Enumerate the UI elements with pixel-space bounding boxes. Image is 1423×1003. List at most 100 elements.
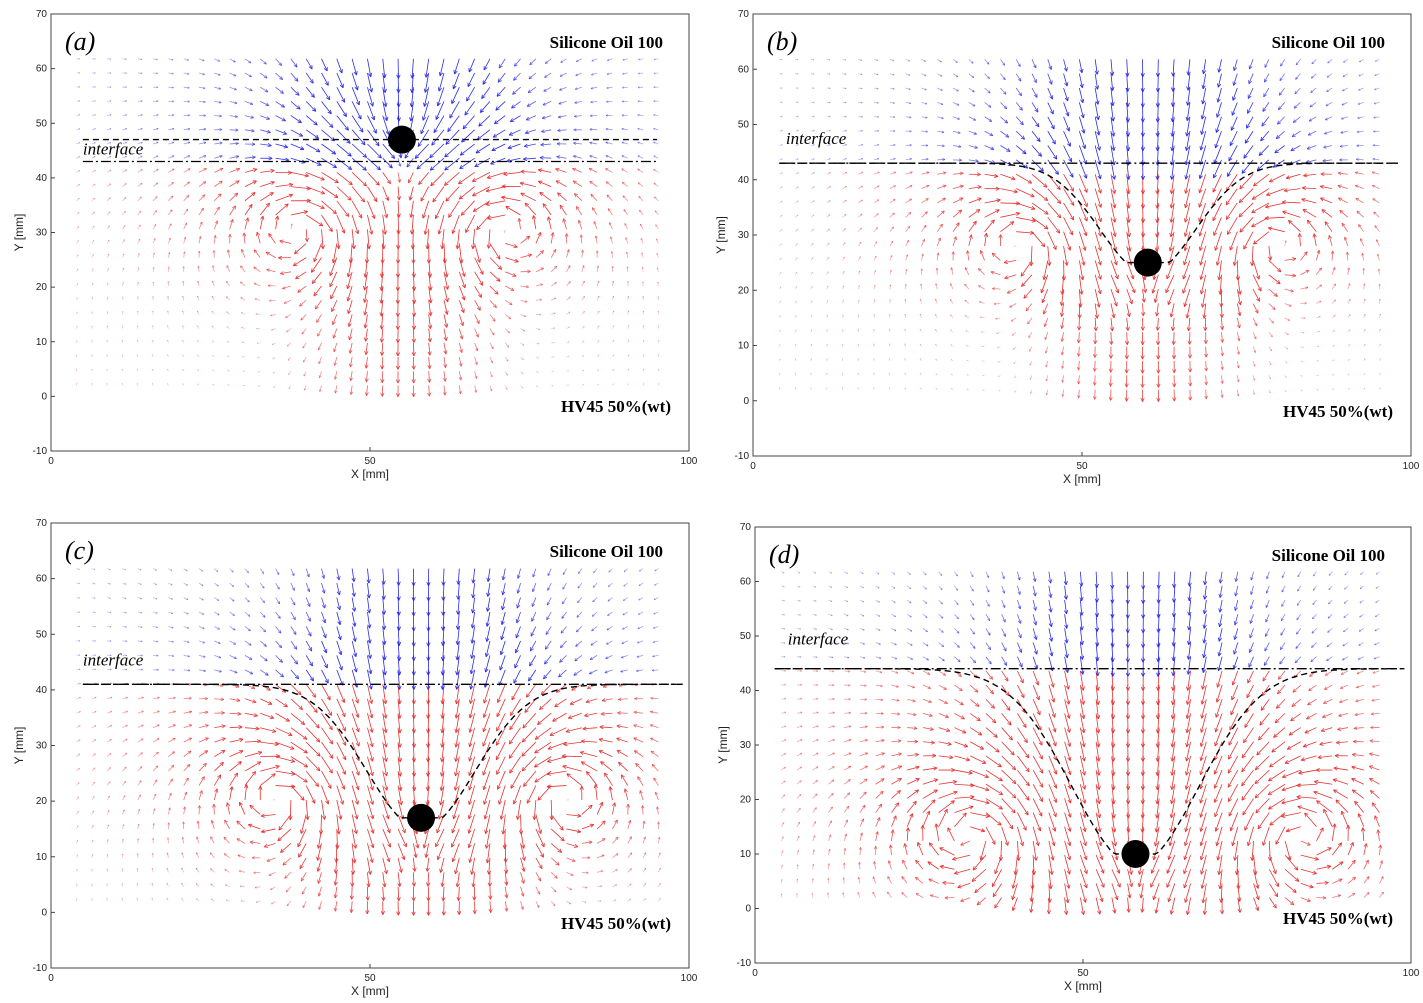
vector-arrowhead [925,116,928,119]
vector-arrow [588,168,598,173]
vector-arrowhead [971,234,973,239]
vector-arrowhead [547,216,549,221]
vector-arrowhead [245,217,249,222]
vector-arrowhead [876,73,879,75]
vector-arrow [505,314,511,320]
vector-arrow [458,243,463,264]
vector-arrow [152,210,157,216]
vector-arrow [317,342,322,351]
vector-arrow [336,186,352,201]
vector-arrowhead [514,62,516,67]
y-tick-label: -10 [33,446,48,457]
vector-arrowhead [123,211,126,213]
vector-arrow [574,115,582,117]
vector-arrowhead [363,286,365,291]
vector-arrow [137,182,143,187]
vector-arrowhead [1005,119,1009,124]
vector-arrowhead [350,363,353,368]
vector-arrowhead [541,250,544,255]
vector-arrowhead [564,233,568,237]
vector-arrow [555,180,567,187]
vector-arrow [240,281,246,287]
vector-arrow [1078,389,1080,399]
vector-arrow [950,267,954,275]
vector-arrowhead [997,346,999,349]
vector-arrowhead [904,372,906,375]
vector-arrow [122,239,125,244]
vector-arrowhead [171,182,174,184]
vector-arrowhead [386,181,391,185]
vector-arrowhead [253,282,256,286]
vector-arrow [196,310,200,315]
vector-arrowhead [364,182,367,187]
vector-arrowhead [941,102,944,105]
vector-arrowhead [1156,397,1159,402]
vector-arrowhead [1114,189,1117,194]
vector-arrow [581,355,585,358]
vector-arrowhead [236,180,240,185]
vector-arrow [303,385,307,391]
vector-arrowhead [1172,383,1175,388]
vector-arrowhead [1140,118,1144,123]
vector-arrowhead [255,232,258,237]
vector-arrowhead [281,76,283,80]
vector-arrowhead [1096,70,1099,75]
vector-arrow [290,101,301,110]
vector-arrowhead [444,168,449,171]
y-tick-label: -10 [735,451,750,462]
vector-arrowhead [1113,132,1116,137]
vector-arrowhead [1140,397,1143,402]
vector-arrowhead [1200,290,1205,295]
vector-arrow [654,210,659,216]
vector-arrow [1236,260,1239,281]
vector-arrow [197,295,200,301]
vector-arrowhead [1020,272,1023,277]
vector-arrowhead [287,172,292,175]
vector-arrowhead [464,272,466,277]
vector-arrowhead [269,300,272,302]
vector-arrow [905,58,910,62]
vector-arrowhead [253,192,256,197]
vector-arrow [152,368,154,372]
vector-arrowhead [955,222,960,225]
vector-arrow [1029,346,1033,352]
vector-arrowhead [1004,121,1008,124]
vector-arrow [520,254,532,259]
vector-arrow [858,185,864,189]
vector-arrow [275,183,293,188]
y-tick-label: 50 [738,120,750,131]
vector-arrowhead [940,74,943,77]
vector-arrowhead [187,114,190,116]
vector-arrowhead [1082,275,1085,281]
vector-arrow [244,168,258,173]
vector-arrowhead [1213,175,1217,179]
vector-arrowhead [368,245,371,250]
vector-arrowhead [606,101,609,103]
vector-arrowhead [1219,303,1222,308]
vector-arrowhead [919,343,922,345]
vector-arrowhead [1110,102,1114,107]
vector-arrow [1015,130,1025,140]
vector-arrow [810,200,815,204]
vector-arrow [1217,87,1222,103]
vector-arrowhead [1004,275,1008,279]
vector-arrow [1142,231,1144,252]
vector-arrow [489,356,494,364]
vector-arrowhead [842,314,844,316]
vector-arrow [936,237,941,247]
vector-arrow [559,72,567,77]
vector-arrowhead [1125,118,1129,123]
vector-arrowhead [1152,275,1155,280]
vector-arrow [1028,332,1033,338]
vector-arrowhead [152,325,154,327]
vector-arrowhead [591,73,594,76]
vector-arrowhead [381,245,385,250]
vector-arrow [305,58,313,70]
vector-arrow [106,183,111,187]
vector-arrowhead [495,304,497,308]
vector-arrowhead [437,102,441,107]
vector-arrow [474,300,481,311]
vector-arrowhead [983,232,987,237]
vector-arrowhead [357,86,359,91]
vector-arrow [936,210,945,218]
